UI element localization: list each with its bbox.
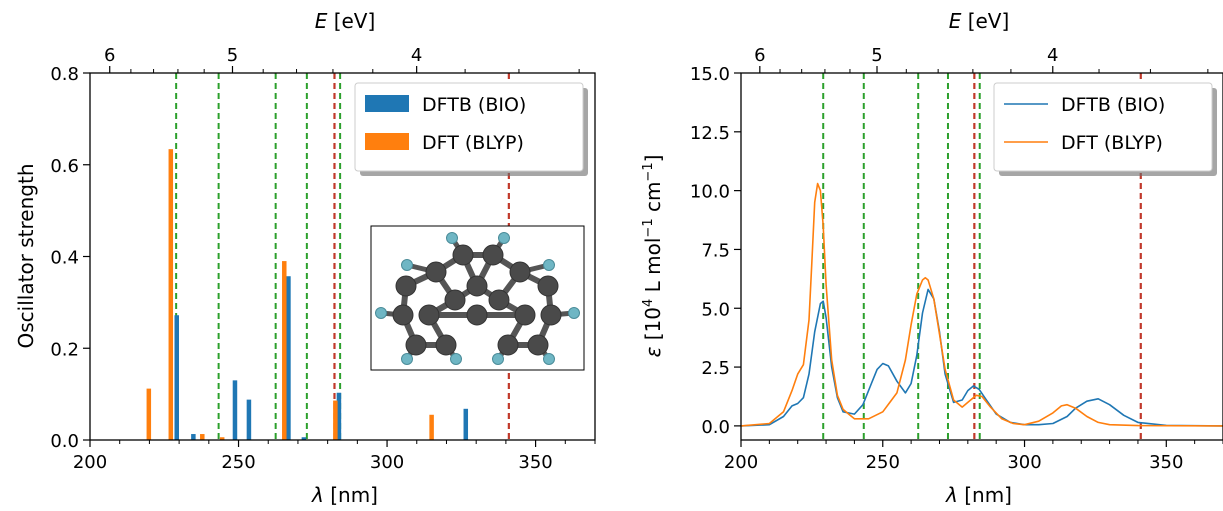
oscillator-strength-chart: E [eV] λ [nm] Oscillator strength 200 250… <box>14 9 596 507</box>
left-top-tick-label: 5 <box>227 45 238 66</box>
right-top-tick-label: 6 <box>754 45 765 66</box>
carbon-atom <box>488 289 510 311</box>
hydrogen-atom <box>498 232 510 244</box>
carbon-atom <box>540 304 562 326</box>
carbon-atom <box>466 304 488 326</box>
legend-swatch-dft <box>365 133 409 150</box>
right-top-xlabel: E [eV] <box>949 9 1010 33</box>
dftb-bar <box>174 315 179 440</box>
right-bottom-xlabel: λ [nm] <box>945 483 1012 507</box>
dft-bar <box>333 400 338 440</box>
dftb-bar <box>191 434 196 440</box>
left-xtick-label: 200 <box>73 452 107 473</box>
legend-label-dftb-right: DFTB (BIO) <box>1061 94 1165 116</box>
right-xtick-label: 350 <box>1149 452 1183 473</box>
hydrogen-atom <box>492 353 504 365</box>
dft-bar <box>282 261 287 440</box>
left-bottom-xlabel: λ [nm] <box>311 483 378 507</box>
carbon-atom <box>395 275 417 297</box>
hydrogen-atom <box>450 353 462 365</box>
dftb-spectrum-line <box>740 288 1223 427</box>
left-top-xlabel: E [eV] <box>315 9 376 33</box>
hydrogen-atom <box>401 353 413 365</box>
hydrogen-atom <box>375 307 387 319</box>
right-ytick-label: 5.0 <box>701 299 730 320</box>
carbon-atom <box>392 304 414 326</box>
hydrogen-atom <box>446 232 458 244</box>
left-legend: DFTB (BIO) DFT (BLYP) <box>354 82 588 176</box>
legend-label-dft: DFT (BLYP) <box>422 132 524 154</box>
left-xtick-label: 350 <box>518 452 552 473</box>
carbon-atom <box>497 334 519 356</box>
molecule-inset <box>370 225 585 371</box>
dftb-bar <box>286 276 291 440</box>
carbon-atom <box>514 304 536 326</box>
right-axes-frame <box>740 72 1223 441</box>
carbon-atom <box>435 334 457 356</box>
right-ytick-label: 15.0 <box>690 64 730 85</box>
dft-bar <box>219 437 225 440</box>
right-xtick-label: 200 <box>724 452 758 473</box>
carbon-atom <box>425 261 447 283</box>
dft-spectrum-line <box>740 182 1223 427</box>
hydrogen-atom <box>568 307 580 319</box>
dft-bar <box>168 149 174 440</box>
carbon-atom <box>444 289 466 311</box>
right-top-tick-label: 4 <box>1047 45 1058 66</box>
dftb-bar <box>336 392 342 440</box>
dftb-bar <box>246 399 252 440</box>
dftb-bar <box>232 380 238 440</box>
legend-swatch-dftb <box>365 95 409 112</box>
carbon-atom <box>537 275 559 297</box>
left-xtick-label: 300 <box>370 452 404 473</box>
carbon-atom <box>527 334 549 356</box>
carbon-atom <box>509 261 531 283</box>
right-legend: DFTB (BIO) DFT (BLYP) <box>993 82 1217 176</box>
hydrogen-atom <box>401 259 413 271</box>
left-ylabel: Oscillator strength <box>14 164 38 349</box>
hydrogen-atom <box>543 353 555 365</box>
right-ytick-label: 10.0 <box>690 182 730 203</box>
dft-bar <box>146 388 152 440</box>
left-xtick-label: 250 <box>221 452 255 473</box>
dft-bar <box>200 434 205 440</box>
dft-bar <box>429 414 434 440</box>
left-top-tick-label: 6 <box>104 45 115 66</box>
dftb-bar <box>463 408 469 440</box>
right-ylabel: ε [104 L mol−1 cm−1] <box>641 155 665 358</box>
legend-label-dft-right: DFT (BLYP) <box>1061 132 1163 154</box>
carbon-atom <box>466 275 488 297</box>
left-top-tick-label: 4 <box>411 45 422 66</box>
right-ytick-label: 2.5 <box>701 358 730 379</box>
right-ytick-label: 12.5 <box>690 123 730 144</box>
absorption-spectrum-chart: E [eV] λ [nm] ε [104 L mol−1 cm−1] 200 25… <box>641 9 1223 507</box>
right-ytick-label: 0.0 <box>701 417 730 438</box>
dftb-bar <box>301 437 307 440</box>
left-ytick-label: 0.4 <box>50 248 79 269</box>
hydrogen-atom <box>543 259 555 271</box>
carbon-atom <box>405 334 427 356</box>
carbon-atom <box>418 304 440 326</box>
carbon-atom <box>452 244 474 266</box>
right-top-tick-label: 5 <box>871 45 882 66</box>
legend-label-dftb: DFTB (BIO) <box>422 94 526 116</box>
left-ytick-label: 0.6 <box>50 156 79 177</box>
right-xtick-label: 250 <box>866 452 900 473</box>
carbon-atom <box>482 244 504 266</box>
right-ytick-label: 7.5 <box>701 240 730 261</box>
right-xtick-label: 300 <box>1007 452 1041 473</box>
left-ytick-label: 0.8 <box>50 64 79 85</box>
left-ytick-label: 0.0 <box>50 431 79 452</box>
left-ytick-label: 0.2 <box>50 339 79 360</box>
